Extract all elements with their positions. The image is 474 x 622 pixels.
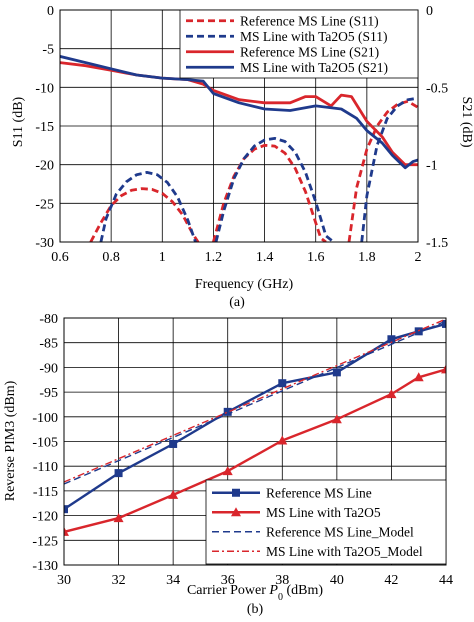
a-y2-tick-label: -0.5 — [426, 81, 448, 96]
chart-b-series — [64, 318, 446, 536]
a-x-tick-label: 0.8 — [102, 250, 120, 265]
a-x-tick-label: 0.6 — [51, 250, 69, 265]
b-series-0-point — [114, 469, 123, 478]
chart-a-series — [60, 55, 418, 242]
chart-a-panel-label: (a) — [229, 295, 245, 310]
b-y-tick-label: -90 — [39, 361, 58, 376]
a-series-1-line — [360, 96, 418, 242]
b-x-tick-label: 38 — [275, 573, 289, 588]
b-series-1-point — [64, 526, 69, 536]
chart-b-x-axis-label-prefix: Carrier Power — [187, 583, 269, 598]
a-x-tick-label: 1.6 — [307, 250, 325, 265]
a-series-0-line — [347, 99, 418, 242]
a-series-3 — [60, 55, 418, 170]
b-y-tick-label: -95 — [39, 386, 58, 401]
b-series-1-point — [277, 435, 288, 445]
b-y-tick-label: -115 — [33, 485, 58, 500]
b-series-1-point — [413, 372, 424, 382]
a-series-1-line — [99, 170, 197, 242]
a-x-tick-label: 1.8 — [358, 250, 376, 265]
a-x-tick-label: 2 — [415, 250, 422, 265]
b-series-0-point — [442, 319, 446, 328]
b-series-2-line — [64, 320, 446, 485]
a-y-tick-label: 0 — [47, 4, 54, 19]
b-series-0-point — [169, 439, 178, 448]
a-legend-label: Reference MS Line (S11) — [240, 13, 379, 28]
chart-a-x-axis-label: Frequency (GHz) — [195, 277, 294, 292]
b-x-tick-label: 40 — [330, 573, 344, 588]
a-y-tick-label: -25 — [35, 197, 54, 212]
chart-b-x-axis-label: Carrier Power P0 (dBm) — [187, 583, 323, 603]
b-y-tick-label: -85 — [39, 337, 58, 352]
b-series-1-point — [113, 513, 124, 523]
b-series-0-point — [278, 379, 287, 388]
a-legend-label: MS Line with Ta2O5 (S21) — [240, 60, 388, 75]
a-y-tick-label: -15 — [35, 120, 54, 135]
chart-a-tick-labels: 0.6 0.8 1 1.2 1.4 1.6 1.8 2-30-25-20-15-10-50-1… — [35, 4, 448, 265]
b-y-tick-label: -130 — [32, 559, 58, 574]
a-series-1-line — [214, 136, 335, 242]
a-y-tick-label: -5 — [42, 43, 54, 58]
b-series-1-point — [222, 466, 233, 476]
b-x-tick-label: 42 — [384, 573, 398, 588]
a-y-tick-label: -30 — [35, 236, 54, 251]
chart-b-tick-labels: 30 32 34 36 38 40 42 44 -130 -125 -120 -115 -110 -105… — [32, 312, 453, 588]
chart-a-legend: Reference MS Line (S11)MS Line with Ta2O… — [179, 9, 419, 79]
b-series-1 — [64, 364, 446, 536]
chart-b-plot-frame — [63, 317, 447, 566]
b-series-3-line — [64, 318, 446, 483]
b-y-tick-label: -80 — [39, 312, 58, 327]
a-y-tick-label: -20 — [35, 159, 54, 174]
a-legend-label: Reference MS Line (S21) — [240, 44, 379, 59]
chart-b: 30 32 34 36 38 40 42 44 -130 -125 -120 -115 -110 -105… — [3, 312, 453, 617]
b-legend-label: Reference MS Line — [266, 485, 372, 500]
b-legend-label: MS Line with Ta2O5_Model — [266, 544, 423, 559]
b-series-1-point — [441, 364, 446, 374]
chart-b-panel-label: (b) — [247, 602, 264, 617]
a-y2-tick-label: -1 — [426, 159, 438, 174]
b-legend-marker — [231, 507, 241, 517]
a-y-tick-label: -10 — [35, 81, 54, 96]
b-series-0-point — [387, 335, 396, 344]
a-series-1 — [99, 96, 418, 242]
chart-b-x-axis-label-sub: 0 — [278, 592, 283, 603]
chart-b-x-axis-label-suffix: (dBm) — [283, 583, 323, 598]
b-series-1-point — [331, 414, 342, 424]
chart-a-y2-axis-label: S21 (dB) — [459, 97, 474, 148]
b-series-2 — [64, 320, 446, 485]
b-legend-label: Reference MS Line_Model — [266, 524, 414, 539]
chart-b-x-axis-label-var: P — [268, 583, 278, 598]
chart-a-y-axis-label: S11 (dB) — [11, 96, 26, 147]
b-series-3 — [64, 318, 446, 483]
chart-b-legend: Reference MS Line MS Line with Ta2O5 Refer… — [205, 479, 447, 565]
b-legend-label: MS Line with Ta2O5 — [266, 505, 381, 520]
b-series-1-point — [168, 489, 179, 499]
b-series-0-point — [332, 368, 341, 377]
a-x-tick-label: 1.4 — [256, 250, 274, 265]
b-x-tick-label: 30 — [57, 573, 71, 588]
b-y-tick-label: -105 — [32, 436, 58, 451]
b-y-tick-label: -120 — [32, 510, 58, 525]
b-x-tick-label: 44 — [439, 573, 453, 588]
b-x-tick-label: 34 — [166, 573, 180, 588]
b-legend-marker — [232, 488, 240, 497]
a-y2-tick-label: -1.5 — [426, 236, 448, 251]
b-series-0-point — [64, 505, 68, 514]
b-x-tick-label: 32 — [112, 573, 126, 588]
a-x-tick-label: 1.2 — [205, 250, 223, 265]
b-x-tick-label: 36 — [221, 573, 235, 588]
a-legend-label: MS Line with Ta2O5 (S11) — [240, 29, 388, 44]
a-series-3-line — [60, 55, 418, 170]
b-y-tick-label: -110 — [33, 460, 58, 475]
chart-a: 0.6 0.8 1 1.2 1.4 1.6 1.8 2-30-25-20-15-10-50-1… — [11, 4, 474, 310]
chart-b-y-axis-label: Reverse PIM3 (dBm) — [3, 380, 18, 501]
b-legend-box — [205, 479, 447, 565]
b-series-0-point — [223, 407, 232, 416]
a-x-tick-label: 1 — [159, 250, 166, 265]
a-y2-tick-label: 0 — [426, 4, 433, 19]
b-y-tick-label: -125 — [32, 534, 58, 549]
b-y-tick-label: -100 — [32, 411, 58, 426]
b-series-1-point — [386, 389, 397, 399]
